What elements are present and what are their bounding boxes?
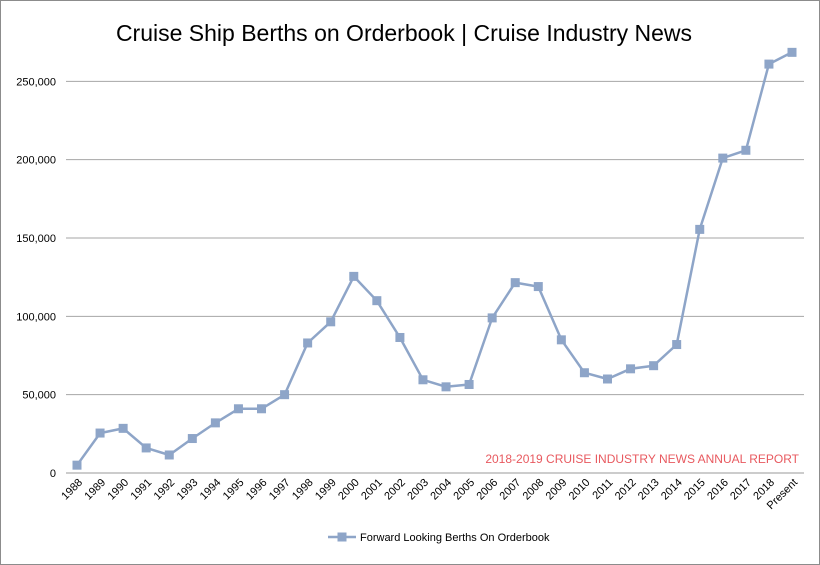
data-point: [464, 379, 474, 389]
data-point: [233, 404, 243, 414]
x-tick-label: 2010: [567, 477, 593, 503]
x-tick-label: 2003: [405, 477, 431, 503]
y-tick-label: 150,000: [16, 233, 56, 245]
data-point: [95, 428, 105, 438]
data-point: [764, 59, 774, 69]
series-line: [75, 51, 793, 466]
data-point: [487, 313, 497, 323]
x-tick-label: 1991: [129, 477, 155, 503]
x-tick-label: 1999: [313, 477, 339, 503]
data-point: [118, 423, 128, 433]
gridlines: [66, 80, 804, 474]
data-point: [187, 434, 197, 444]
y-tick-label: 0: [50, 468, 56, 480]
data-point: [602, 374, 612, 384]
x-tick-label: 1988: [59, 477, 85, 503]
data-point: [718, 153, 728, 163]
series-group: [72, 47, 797, 470]
x-tick-label: 1998: [290, 477, 316, 503]
data-point: [579, 368, 589, 378]
data-point: [164, 450, 174, 460]
x-tick-label: 1996: [244, 477, 270, 503]
x-tick-label: 1989: [82, 477, 108, 503]
data-point: [533, 282, 543, 292]
chart-annotation: 2018-2019 CRUISE INDUSTRY NEWS ANNUAL RE…: [485, 452, 799, 466]
x-tick-label: 1990: [105, 477, 131, 503]
x-tick-label: 2002: [382, 477, 408, 503]
data-point: [395, 332, 405, 342]
x-tick-label: 2009: [544, 477, 570, 503]
data-point: [510, 278, 520, 288]
x-tick-label: 2004: [428, 477, 454, 503]
data-point: [72, 460, 82, 470]
data-point: [280, 390, 290, 400]
x-tick-label: 2006: [474, 477, 500, 503]
data-point: [257, 404, 267, 414]
data-point: [303, 338, 313, 348]
data-point: [741, 145, 751, 155]
x-tick-label: 1994: [198, 477, 224, 503]
x-tick-label: 1993: [175, 477, 201, 503]
data-point: [649, 361, 659, 371]
data-point: [372, 296, 382, 306]
x-tick-label: 2011: [590, 477, 615, 502]
data-point: [441, 382, 451, 392]
data-point: [787, 47, 797, 57]
data-point: [141, 443, 151, 453]
x-tick-label: 2013: [636, 477, 662, 503]
x-tick-label: 2007: [498, 477, 524, 503]
data-point: [695, 224, 705, 234]
x-axis-ticks: 1988198919901991199219931994199519961997…: [59, 477, 800, 512]
x-tick-label: 2014: [659, 477, 685, 503]
y-tick-label: 50,000: [22, 390, 56, 402]
x-tick-label: 2012: [613, 477, 639, 503]
legend: Forward Looking Berths On Orderbook: [328, 532, 550, 544]
data-point: [556, 335, 566, 345]
x-tick-label: 2000: [336, 477, 362, 503]
legend-label: Forward Looking Berths On Orderbook: [360, 532, 550, 544]
x-tick-label: 2017: [728, 477, 754, 503]
y-axis-ticks: 0 50,000 100,000 150,000 200,000 250,000: [16, 76, 56, 480]
x-tick-label: 2005: [451, 477, 477, 503]
x-tick-label: 1992: [152, 477, 178, 503]
data-point: [626, 364, 636, 374]
data-point: [326, 317, 336, 327]
data-point: [418, 375, 428, 385]
data-point: [349, 271, 359, 281]
legend-marker-swatch: [337, 532, 347, 542]
chart-title: Cruise Ship Berths on Orderbook | Cruise…: [115, 20, 693, 46]
y-tick-label: 100,000: [16, 311, 56, 323]
x-tick-label: 2015: [682, 477, 708, 503]
x-tick-label: 2001: [359, 477, 385, 503]
data-point: [672, 340, 682, 350]
x-tick-label: 1997: [267, 477, 293, 503]
y-tick-label: 250,000: [16, 76, 56, 88]
x-tick-label: 2016: [705, 477, 731, 503]
data-point: [210, 418, 220, 428]
y-tick-label: 200,000: [16, 155, 56, 167]
x-tick-label: 1995: [221, 477, 247, 503]
x-tick-label: 2008: [521, 477, 547, 503]
